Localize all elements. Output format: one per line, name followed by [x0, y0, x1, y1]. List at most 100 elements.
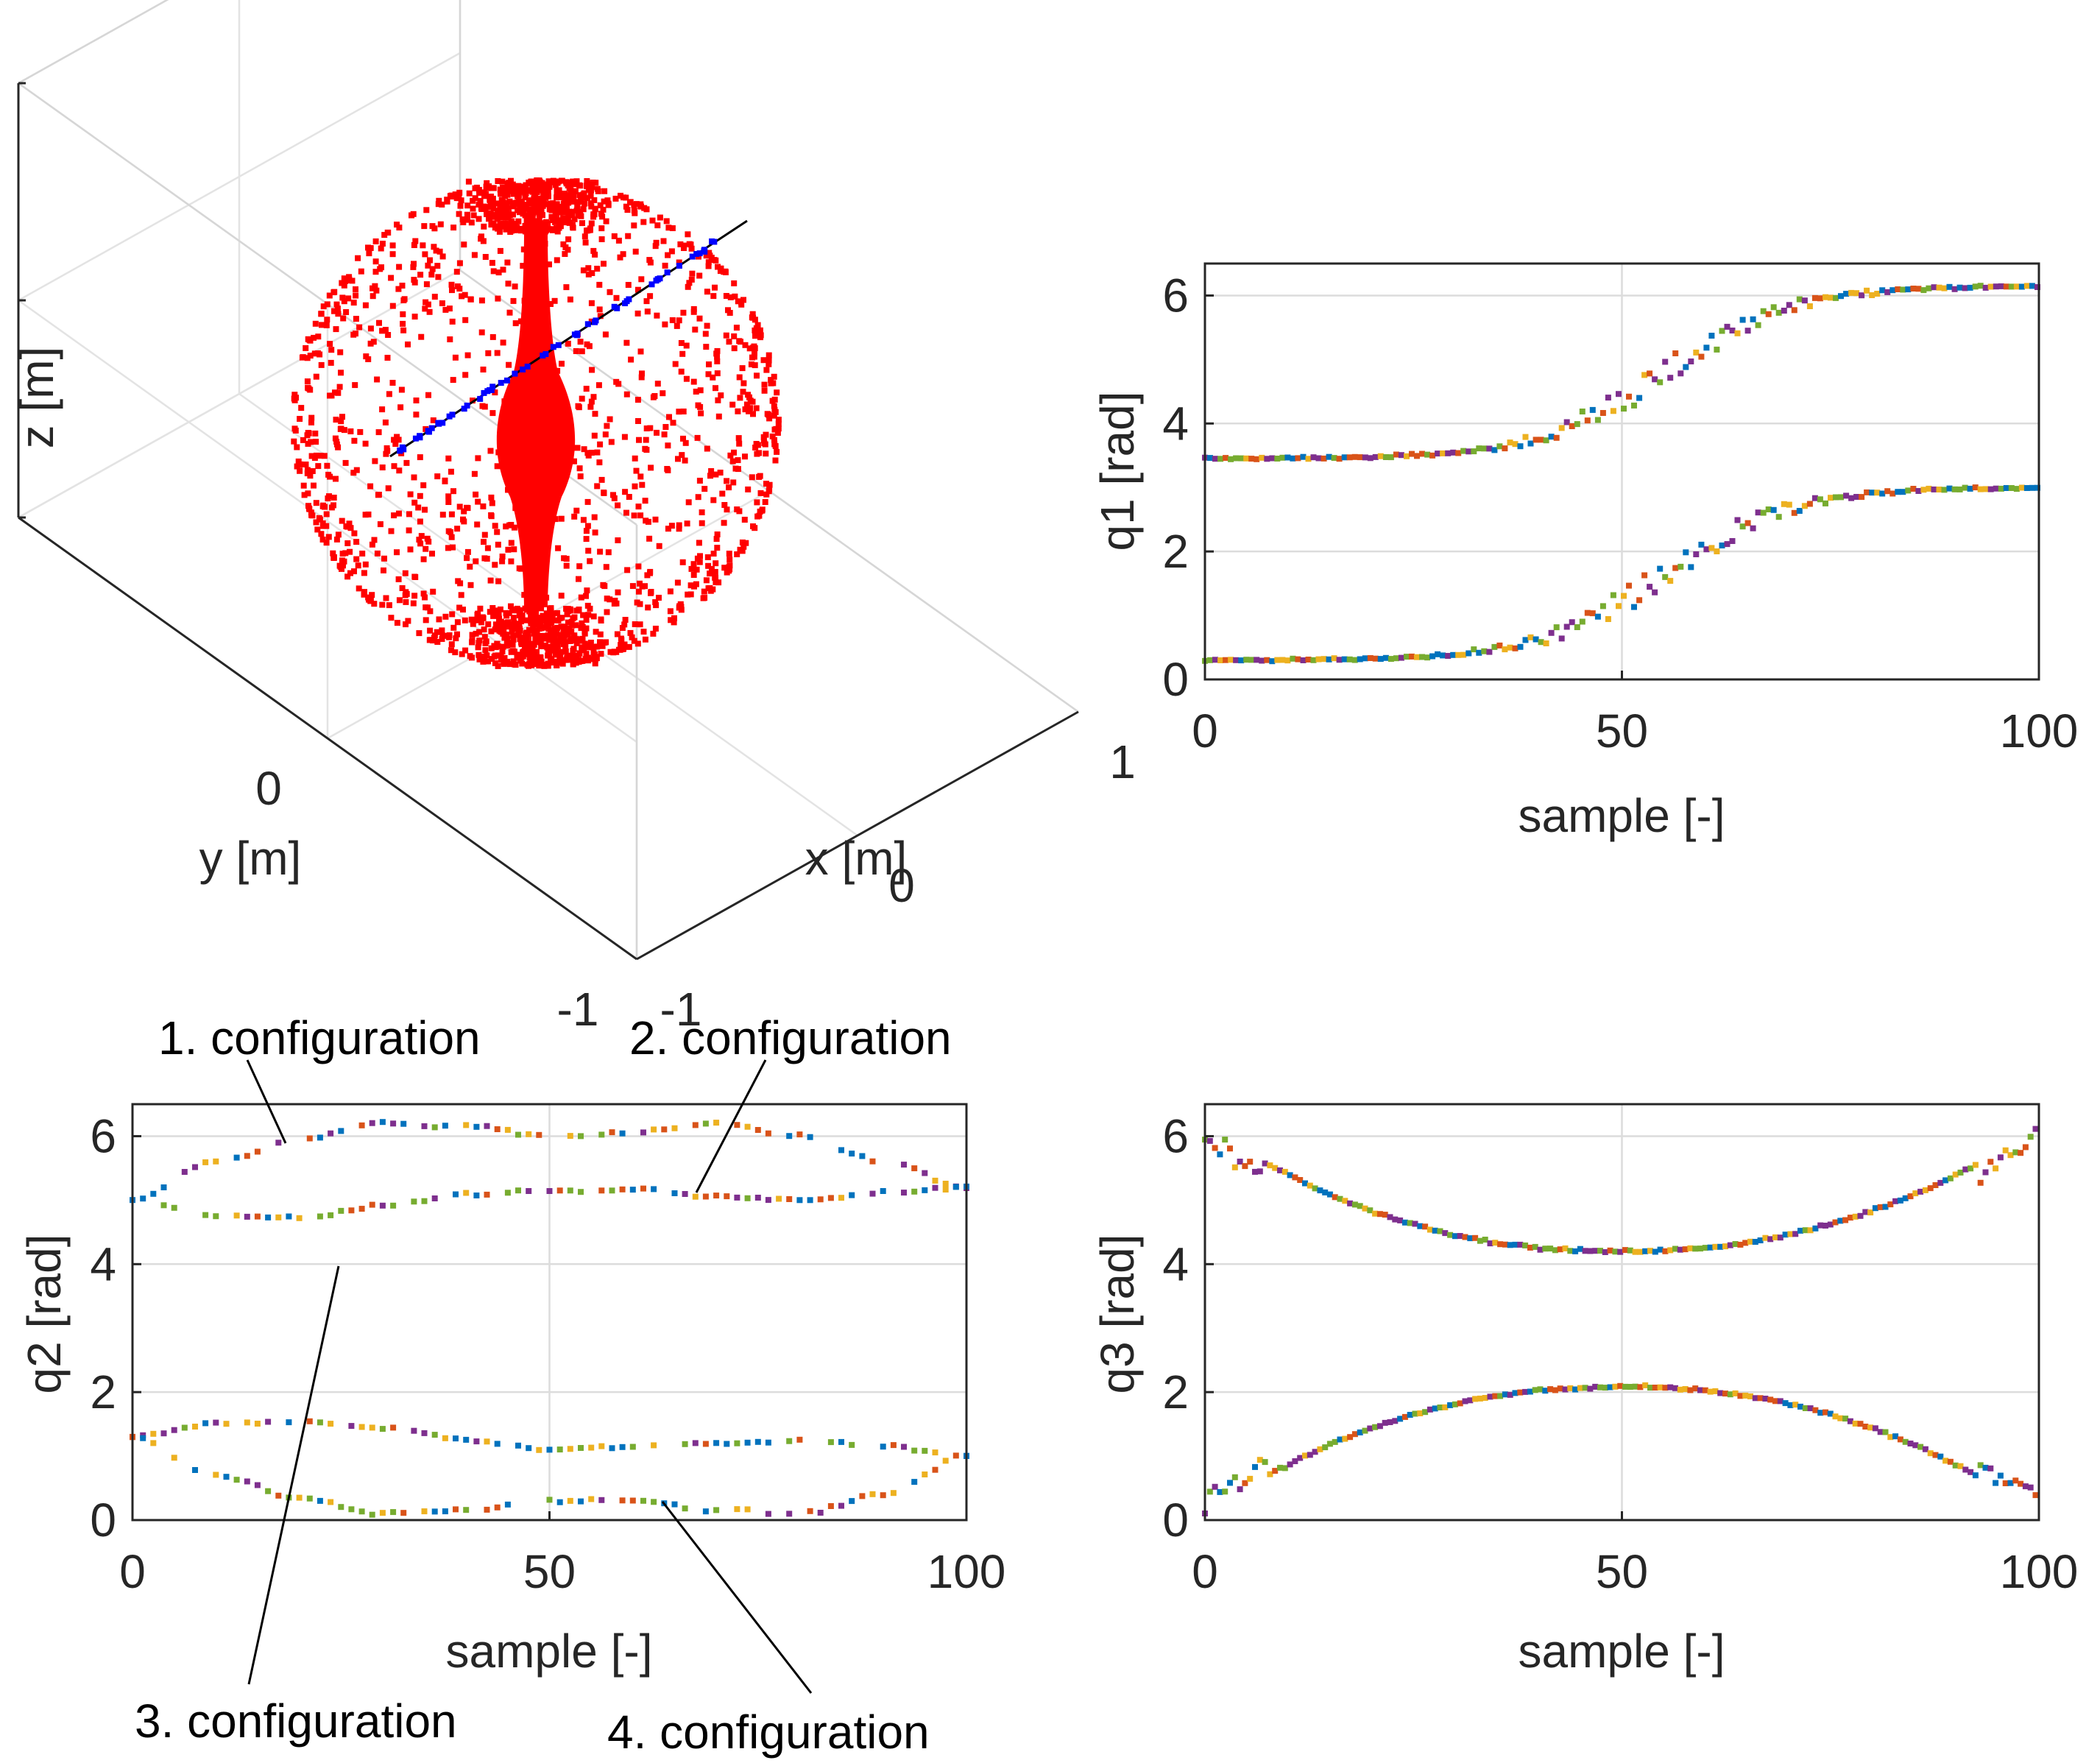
sphere-point	[305, 430, 312, 437]
sphere-point	[590, 213, 597, 220]
sphere-point	[749, 474, 755, 481]
sphere-point	[406, 527, 412, 534]
sphere-point	[422, 251, 428, 258]
q3-point	[1382, 1212, 1388, 1218]
sphere-point	[629, 634, 635, 640]
sphere-point	[517, 636, 523, 643]
sphere-point	[531, 593, 538, 600]
q3-point	[1612, 1248, 1619, 1255]
q1-point	[1435, 451, 1441, 457]
sphere-point	[632, 621, 638, 627]
sphere-point	[471, 470, 478, 477]
line-sample-point	[574, 331, 581, 337]
sphere-point	[590, 394, 597, 400]
sphere-point	[305, 440, 311, 447]
sphere-point	[647, 259, 654, 266]
q2-point	[213, 1419, 219, 1426]
q2-point	[713, 1120, 720, 1126]
sphere-point	[400, 320, 406, 327]
sphere-point	[592, 251, 598, 258]
q1-point	[1693, 551, 1700, 557]
sphere-point	[735, 457, 741, 464]
sphere-point	[613, 378, 620, 385]
sphere-point	[678, 604, 685, 610]
q1-point	[1496, 443, 1503, 450]
q3-point	[2022, 1483, 2029, 1490]
sphere-point	[526, 211, 533, 218]
sphere-point	[710, 551, 717, 557]
sphere-point	[634, 286, 641, 293]
sphere-point	[576, 563, 583, 570]
sphere-point	[484, 652, 490, 659]
sphere-point	[339, 517, 345, 524]
q2-point	[338, 1207, 344, 1214]
sphere-point	[598, 476, 605, 483]
sphere-point	[640, 219, 647, 225]
sphere-point	[324, 317, 330, 323]
sphere-point	[699, 520, 705, 526]
q1-point	[1806, 501, 1813, 507]
q2-point	[922, 1447, 928, 1454]
q2-point	[692, 1122, 699, 1128]
q1-point	[1414, 654, 1420, 660]
sphere-point	[594, 266, 601, 272]
q1-point	[1295, 656, 1301, 663]
sphere-point	[775, 417, 782, 423]
sphere-point	[439, 512, 446, 518]
sphere-point	[721, 269, 727, 275]
q3-point	[1592, 1383, 1599, 1390]
sphere-point	[704, 289, 710, 295]
sphere-point	[713, 471, 719, 478]
q1-point	[1869, 292, 1875, 298]
sphere-point	[464, 352, 471, 358]
sphere-point	[704, 322, 710, 329]
q1-point	[1543, 437, 1549, 444]
sphere-point	[763, 481, 769, 487]
sphere-point	[569, 210, 576, 216]
q2-point	[484, 1506, 490, 1513]
q2-point	[379, 1426, 386, 1432]
q2-point	[952, 1452, 959, 1459]
q1-point	[1828, 294, 1834, 301]
sphere-point	[362, 440, 369, 447]
sphere-point	[439, 201, 445, 208]
sphere-point	[740, 543, 747, 550]
sphere-point	[714, 545, 721, 551]
q1-point	[1859, 494, 1865, 501]
sphere-point	[411, 314, 418, 320]
q2-point	[286, 1419, 292, 1426]
sphere-point	[371, 601, 378, 607]
sphere-point	[592, 660, 598, 667]
q2-point	[546, 1188, 553, 1194]
q3-point	[1707, 1244, 1714, 1251]
sphere-point	[562, 191, 568, 197]
sphere-point	[462, 617, 468, 623]
q3-point	[1802, 1405, 1809, 1411]
sphere-point	[462, 372, 469, 378]
q3-point	[1417, 1223, 1424, 1229]
sphere-point	[754, 451, 760, 457]
sphere-point	[559, 632, 565, 638]
sphere-point	[318, 361, 325, 368]
sphere-point	[706, 250, 713, 256]
q3-point	[1852, 1213, 1859, 1220]
sphere-point	[488, 194, 495, 199]
q3-point	[1712, 1388, 1719, 1394]
sphere-point	[634, 640, 641, 647]
sphere-point	[576, 182, 582, 188]
line-sample-point	[464, 403, 470, 409]
sphere-point	[367, 598, 374, 604]
sphere-point	[528, 641, 534, 648]
sphere-point	[597, 202, 604, 208]
line-sample-point	[654, 276, 661, 283]
q3-point	[1677, 1246, 1683, 1253]
sphere-point	[662, 262, 668, 269]
sphere-point	[702, 331, 709, 337]
sphere-point	[410, 264, 417, 270]
q2-point	[786, 1438, 793, 1444]
sphere-point	[774, 448, 780, 455]
sphere-point	[696, 315, 703, 322]
sphere-point	[541, 662, 548, 668]
sphere-point	[591, 651, 598, 657]
